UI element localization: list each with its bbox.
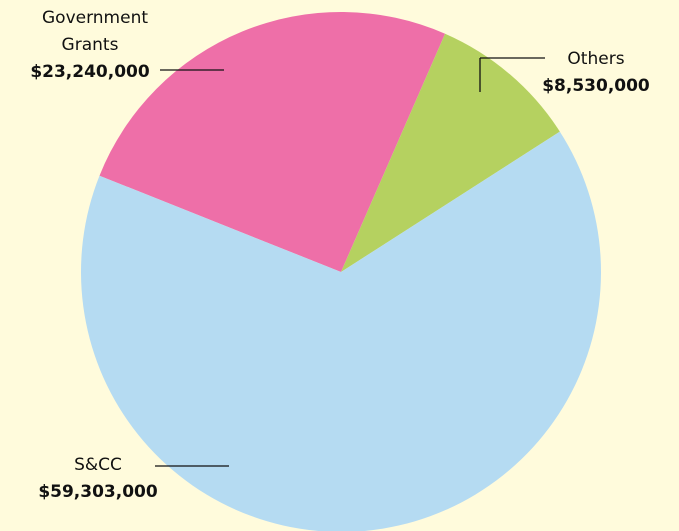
- slice-label: Government Grants $23,240,000: [20, 5, 160, 86]
- pie-slice: [99, 11, 446, 272]
- category-label: S&CC: [74, 455, 122, 475]
- category-label: Others: [567, 49, 625, 69]
- value-label: $8,530,000: [542, 76, 650, 96]
- value-label: $59,303,000: [38, 482, 158, 502]
- category-label: Government Grants: [42, 8, 149, 55]
- pie-slice: [341, 33, 560, 272]
- pie-slice: [81, 131, 601, 531]
- slice-label: Others $8,530,000: [528, 46, 664, 100]
- slice-label: S&CC $59,303,000: [28, 452, 168, 506]
- value-label: $23,240,000: [30, 62, 150, 82]
